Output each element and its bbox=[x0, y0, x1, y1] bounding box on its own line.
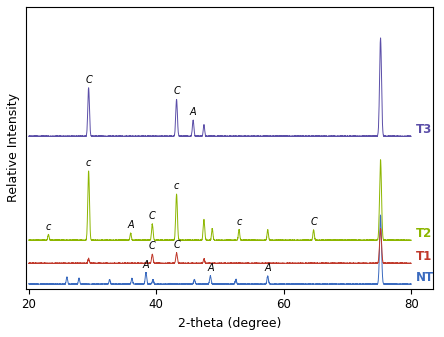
Text: NT: NT bbox=[416, 271, 434, 283]
Y-axis label: Relative Intensity: Relative Intensity bbox=[7, 93, 20, 202]
Text: A: A bbox=[190, 107, 196, 117]
Text: C: C bbox=[149, 211, 156, 221]
X-axis label: 2-theta (degree): 2-theta (degree) bbox=[178, 317, 281, 330]
Text: C: C bbox=[310, 217, 317, 227]
Text: c: c bbox=[46, 222, 51, 232]
Text: C: C bbox=[149, 241, 156, 251]
Text: T3: T3 bbox=[416, 123, 432, 136]
Text: A: A bbox=[127, 220, 134, 231]
Text: T2: T2 bbox=[416, 227, 432, 240]
Text: T1: T1 bbox=[416, 250, 432, 263]
Text: C: C bbox=[173, 240, 180, 250]
Text: c: c bbox=[86, 158, 91, 168]
Text: A: A bbox=[207, 263, 214, 273]
Text: c: c bbox=[236, 217, 242, 227]
Text: C: C bbox=[85, 75, 92, 85]
Text: C: C bbox=[173, 87, 180, 96]
Text: c: c bbox=[174, 181, 179, 191]
Text: A: A bbox=[265, 263, 271, 273]
Text: A: A bbox=[143, 260, 149, 270]
